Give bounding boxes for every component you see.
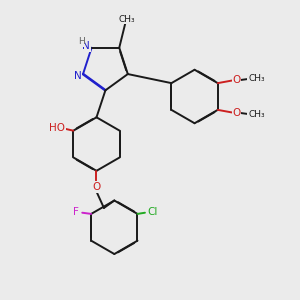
Text: HO: HO: [49, 123, 65, 133]
Text: O: O: [232, 108, 241, 118]
Text: O: O: [92, 182, 101, 192]
Text: N: N: [82, 41, 90, 51]
Text: CH₃: CH₃: [248, 74, 265, 83]
Text: CH₃: CH₃: [248, 110, 265, 119]
Text: F: F: [74, 207, 79, 218]
Text: H: H: [78, 37, 85, 46]
Text: Cl: Cl: [147, 207, 158, 218]
Text: CH₃: CH₃: [118, 15, 135, 24]
Text: O: O: [232, 75, 241, 85]
Text: N: N: [74, 70, 82, 80]
